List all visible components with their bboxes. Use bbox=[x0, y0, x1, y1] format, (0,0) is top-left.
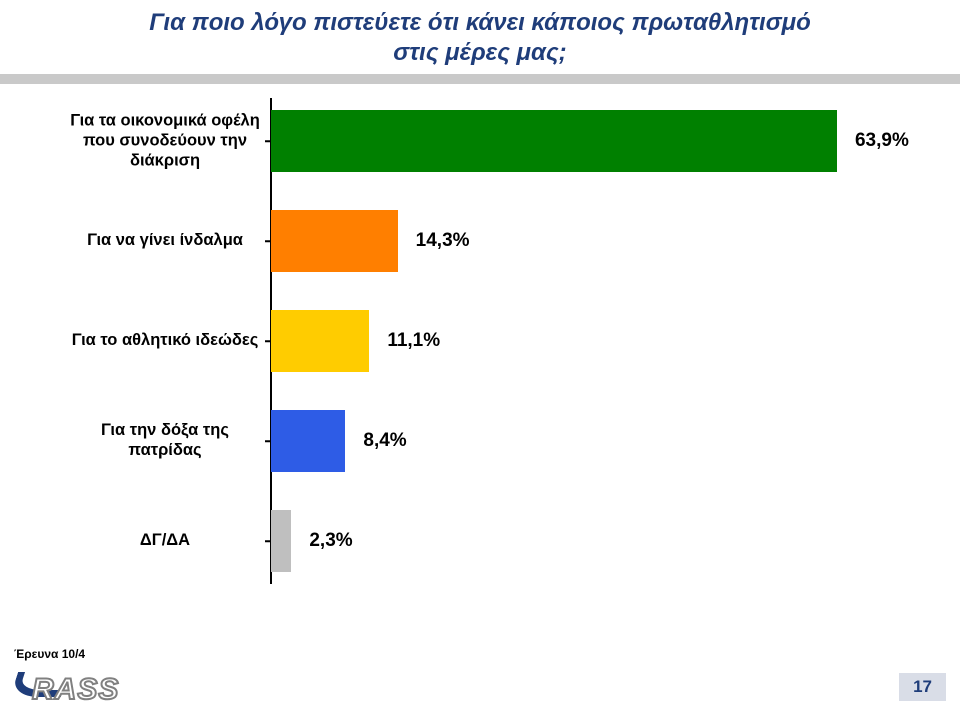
page-number-badge: 17 bbox=[899, 673, 946, 701]
bar bbox=[271, 210, 398, 272]
rass-logo: RASS bbox=[14, 663, 134, 707]
value-label: 14,3% bbox=[416, 230, 470, 252]
value-label: 8,4% bbox=[363, 430, 406, 452]
chart-row: Για το αθλητικό ιδεώδες 11,1% bbox=[70, 310, 900, 372]
category-label: Για να γίνει ίνδαλμα bbox=[70, 231, 260, 251]
category-label: Για την δόξα της πατρίδας bbox=[70, 421, 260, 461]
logo-text: RASS bbox=[32, 673, 119, 707]
value-label: 63,9% bbox=[855, 130, 909, 152]
footer: Έρευνα 10/4 RASS bbox=[14, 647, 134, 707]
chart-row: Για τα οικονομικά οφέλη που συνοδεύουν τ… bbox=[70, 110, 900, 172]
chart-row: ΔΓ/ΔΑ 2,3% bbox=[70, 510, 900, 572]
bar bbox=[271, 410, 345, 472]
bar bbox=[271, 510, 291, 572]
bar-chart: Για τα οικονομικά οφέλη που συνοδεύουν τ… bbox=[70, 98, 900, 618]
value-label: 2,3% bbox=[309, 530, 352, 552]
title-line-1: Για ποιο λόγο πιστεύετε ότι κάνει κάποιο… bbox=[149, 9, 811, 36]
bar bbox=[271, 110, 837, 172]
chart-row: Για να γίνει ίνδαλμα 14,3% bbox=[70, 210, 900, 272]
chart-row: Για την δόξα της πατρίδας 8,4% bbox=[70, 410, 900, 472]
bar bbox=[271, 310, 369, 372]
survey-label: Έρευνα 10/4 bbox=[14, 647, 134, 661]
category-label: Για τα οικονομικά οφέλη που συνοδεύουν τ… bbox=[70, 111, 260, 170]
title-line-2: στις μέρες μας; bbox=[393, 39, 566, 66]
page-title: Για ποιο λόγο πιστεύετε ότι κάνει κάποιο… bbox=[0, 0, 960, 74]
category-label: ΔΓ/ΔΑ bbox=[70, 531, 260, 551]
value-label: 11,1% bbox=[387, 330, 440, 352]
category-label: Για το αθλητικό ιδεώδες bbox=[70, 331, 260, 351]
title-underline-bar bbox=[0, 74, 960, 84]
